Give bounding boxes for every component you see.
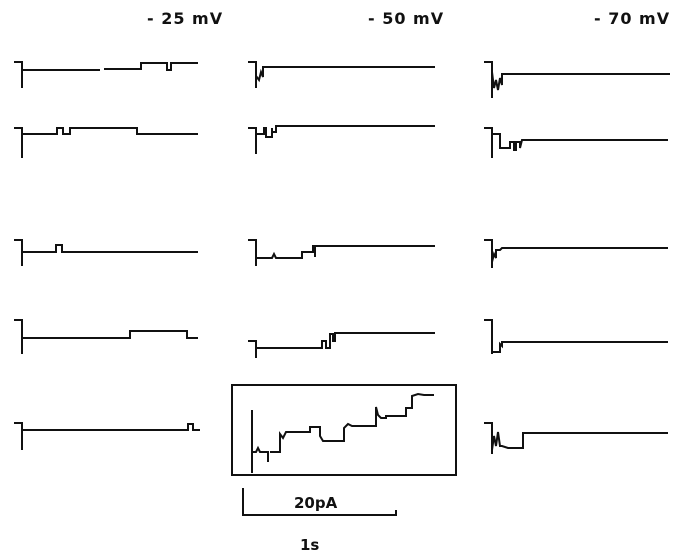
trace-70mv-3 [484,240,668,268]
inset-box [232,385,456,475]
trace-70mv-2 [484,128,668,158]
trace-50mv-1 [248,62,435,88]
trace-25mv-4 [14,320,198,354]
trace-25mv-1 [14,62,198,88]
inset-trace [252,394,434,473]
scale-bar-current-label: 20pA [294,494,338,512]
trace-70mv-4 [484,320,668,354]
voltage-label-70mv: - 70 mV [594,9,671,28]
trace-50mv-4 [248,333,435,358]
trace-25mv-5 [14,423,200,450]
trace-25mv-2 [14,128,198,158]
scale-bar [243,488,396,515]
trace-50mv-3 [248,240,435,266]
trace-25mv-3 [14,240,198,266]
voltage-label-50mv: - 50 mV [368,9,445,28]
trace-50mv-2 [248,126,435,154]
trace-70mv-1 [484,62,670,98]
voltage-label-25mv: - 25 mV [147,9,224,28]
scale-bar-time-label: 1s [300,536,320,554]
trace-70mv-5 [484,423,668,454]
